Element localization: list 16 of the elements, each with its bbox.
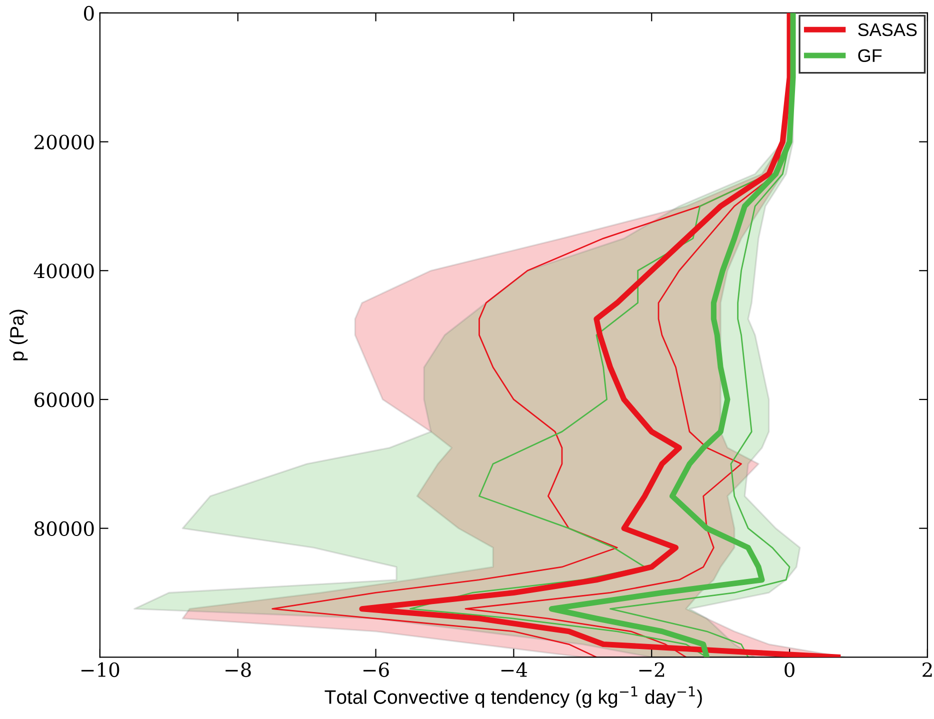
- y-tick-label: 0: [84, 6, 94, 21]
- x-tick-label: −8: [226, 662, 251, 678]
- legend-label: GF: [858, 49, 882, 62]
- legend-label: SASAS: [858, 23, 917, 36]
- x-tick-label: 2: [922, 662, 932, 677]
- x-tick-label: 0: [784, 662, 794, 678]
- y-tick-label: 20000: [34, 134, 94, 150]
- x-axis-title: Total Convective q tendency (g kg$^{−1}$ day$^{−1}$): [324, 686, 702, 708]
- y-tick-label: 60000: [34, 392, 94, 408]
- y-tick-label: 80000: [34, 521, 94, 536]
- y-tick-label: 40000: [34, 264, 94, 278]
- x-tick-label: −2: [639, 662, 664, 677]
- x-tick-label: −10: [81, 662, 120, 678]
- x-tick-label: −6: [364, 662, 389, 678]
- x-tick-label: −4: [501, 662, 528, 677]
- y-axis-title: p (Pa): [10, 310, 28, 360]
